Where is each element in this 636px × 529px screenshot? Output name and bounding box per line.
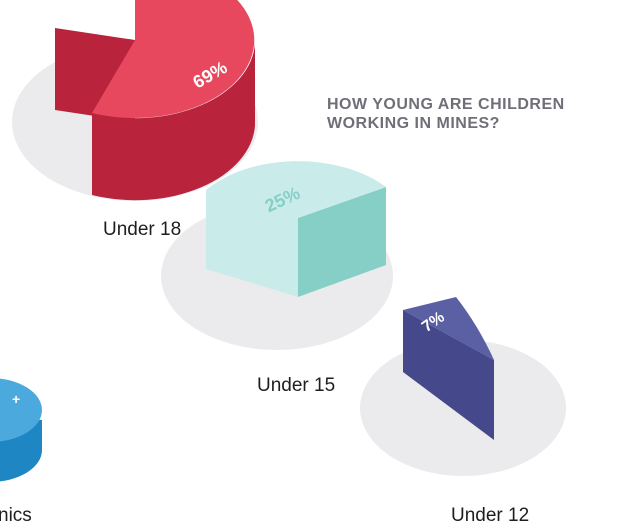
partial-pie: + — [0, 378, 42, 482]
chart-title-line-2: WORKING IN MINES? — [327, 115, 500, 132]
under12-slice-side — [403, 310, 494, 440]
category-label-under-18: Under 18 — [103, 219, 182, 240]
under18-slice-top — [92, 0, 255, 118]
category-label-partial: nics — [0, 505, 32, 526]
under15-slice-side — [298, 187, 386, 297]
pie-under-18: 69% — [12, 0, 258, 201]
partial-pie-value-label: + — [12, 391, 20, 407]
partial-pie-top — [0, 378, 42, 442]
under18-slice-side — [92, 43, 255, 201]
pie-under-12: 7% — [360, 297, 566, 476]
pie-under-15: 25% — [161, 161, 393, 350]
chart-title: HOW YOUNG ARE CHILDREN WORKING IN MINES? — [327, 95, 565, 133]
chart-title-line-1: HOW YOUNG ARE CHILDREN — [327, 96, 565, 113]
under15-slice-top — [206, 161, 386, 218]
under15-slice-front — [206, 190, 298, 297]
category-label-under-15: Under 15 — [257, 375, 336, 396]
category-label-under-12: Under 12 — [451, 505, 530, 526]
under12-slice-top — [403, 297, 494, 360]
